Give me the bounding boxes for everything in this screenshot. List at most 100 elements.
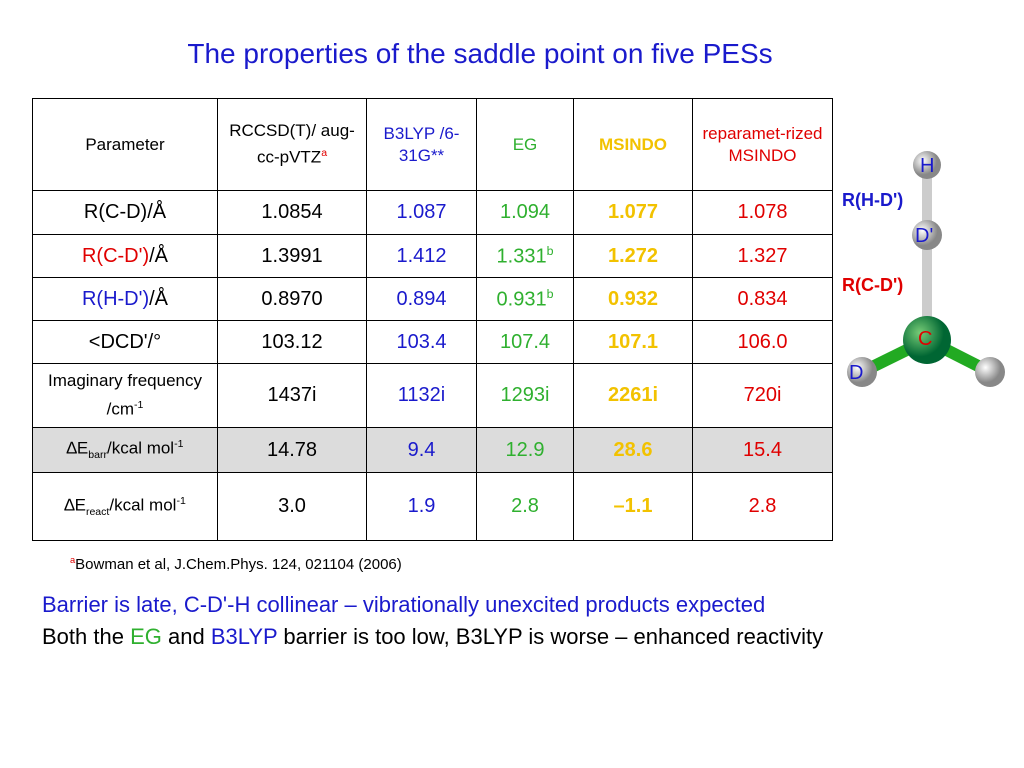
text-run: –1.1 bbox=[613, 495, 653, 517]
text-run: Parameter bbox=[85, 134, 165, 154]
label-cell: R(H-D')/Å bbox=[32, 277, 218, 321]
row: R(C-D)/Å 1.0854 1.087 1.094 1.077 1.078 bbox=[32, 190, 833, 235]
text-run: /Å bbox=[149, 287, 169, 310]
bullet: Both the EG and B3LYP barrier is too low… bbox=[42, 624, 823, 650]
label-cell: ∆Ebarr/kcal mol-1 bbox=[32, 427, 218, 473]
text-run: Barrier is late, C-D'-H collinear – vibr… bbox=[42, 592, 766, 617]
header-cell: EG bbox=[476, 98, 574, 191]
label-cell: R(C-D)/Å bbox=[32, 190, 218, 235]
text-run: 1132i bbox=[397, 384, 446, 406]
value-cell: 2.8 bbox=[692, 472, 833, 541]
value-cell: 720i bbox=[692, 363, 833, 428]
text-run: 1.078 bbox=[737, 201, 788, 223]
text-run: B3LYP bbox=[210, 624, 278, 649]
text-run: 1.3991 bbox=[261, 244, 323, 267]
value-cell: 15.4 bbox=[692, 427, 833, 473]
label-cell: Imaginary frequency /cm-1 bbox=[32, 363, 218, 428]
text-run: RCCSD(T)/ aug-cc-pVTZ bbox=[229, 121, 355, 167]
text-run: B3LYP /6-31G** bbox=[383, 123, 460, 165]
value-cell: 1.272 bbox=[573, 234, 693, 278]
atom bbox=[847, 357, 877, 387]
text-run: Both the bbox=[42, 624, 131, 649]
bullet: Barrier is late, C-D'-H collinear – vibr… bbox=[42, 592, 765, 618]
text-run: 1.327 bbox=[737, 244, 788, 267]
row: ∆Ebarr/kcal mol-1 14.78 9.4 12.9 28.6 15.4 bbox=[32, 427, 833, 473]
text-run: 106.0 bbox=[737, 330, 788, 353]
text-run: EG bbox=[130, 624, 162, 649]
text-run: ∆E bbox=[66, 439, 89, 459]
text-run: 1.0854 bbox=[261, 201, 323, 223]
value-cell: 3.0 bbox=[217, 472, 367, 541]
text-run: ∆E bbox=[64, 495, 86, 515]
row: ∆Ereact/kcal mol-1 3.0 1.9 2.8 –1.1 2.8 bbox=[32, 472, 833, 541]
atom bbox=[903, 316, 951, 364]
row: R(H-D')/Å 0.8970 0.894 0.931b 0.932 0.834 bbox=[32, 277, 833, 321]
text-run: <DCD'/° bbox=[88, 330, 162, 353]
text-run: 107.4 bbox=[499, 330, 551, 353]
text-run: 1.087 bbox=[396, 201, 447, 223]
atom-label: D' bbox=[915, 225, 933, 247]
header-cell: B3LYP /6-31G** bbox=[366, 98, 477, 191]
text-run: EG bbox=[512, 134, 538, 154]
text-run: 2261i bbox=[607, 384, 659, 406]
text-run: 103.12 bbox=[261, 330, 323, 353]
text-run: 107.1 bbox=[607, 330, 659, 353]
text-run: 15.4 bbox=[743, 438, 782, 461]
header-cell: Parameter bbox=[32, 98, 218, 191]
text-run: react bbox=[85, 506, 110, 519]
text-run: /kcal mol bbox=[109, 495, 177, 515]
value-cell: 1.9 bbox=[366, 472, 477, 541]
value-cell: 0.8970 bbox=[217, 277, 367, 321]
text-run: reparamet-rized MSINDO bbox=[702, 123, 823, 165]
atom bbox=[913, 151, 941, 179]
label-cell: ∆Ereact/kcal mol-1 bbox=[32, 472, 218, 541]
value-cell: 1.087 bbox=[366, 190, 477, 235]
text-run: 1.331 bbox=[496, 245, 547, 268]
value-cell: 12.9 bbox=[476, 427, 574, 473]
value-cell: 1.412 bbox=[366, 234, 477, 278]
bonds bbox=[859, 170, 993, 378]
text-run: -1 bbox=[176, 494, 186, 507]
text-run: b bbox=[546, 243, 554, 258]
value-cell: 1.0854 bbox=[217, 190, 367, 235]
text-run: Bowman et al, J.Chem.Phys. 124, 021104 (… bbox=[75, 556, 402, 573]
value-cell: 0.834 bbox=[692, 277, 833, 321]
text-run: Imaginary frequency /cm bbox=[47, 371, 203, 419]
text-run: -1 bbox=[174, 438, 184, 451]
text-run: barr bbox=[88, 449, 108, 462]
distance-label: R(C-D') bbox=[842, 275, 903, 295]
text-run: b bbox=[546, 286, 554, 301]
value-cell: 1.078 bbox=[692, 190, 833, 235]
label-cell: R(C-D')/Å bbox=[32, 234, 218, 278]
header-cell: MSINDO bbox=[573, 98, 693, 191]
header-cell: reparamet-rized MSINDO bbox=[692, 98, 833, 191]
text-run: 1293i bbox=[500, 384, 550, 406]
text-run: 0.834 bbox=[737, 287, 788, 310]
text-run: 1.272 bbox=[607, 244, 659, 267]
value-cell: 1132i bbox=[366, 363, 477, 428]
value-cell: 103.4 bbox=[366, 320, 477, 364]
value-cell: 1.3991 bbox=[217, 234, 367, 278]
text-run: barrier is too low, B3LYP is worse – enh… bbox=[277, 624, 824, 649]
title: The properties of the saddle point on fi… bbox=[187, 38, 773, 69]
text-run: /Å bbox=[149, 244, 169, 267]
text-run: 0.932 bbox=[607, 287, 659, 310]
text-run: 0.894 bbox=[396, 287, 447, 310]
value-cell: 0.931b bbox=[476, 277, 574, 321]
atom-label: D bbox=[849, 362, 863, 384]
value-cell: 1.094 bbox=[476, 190, 574, 235]
text-run: 1.412 bbox=[396, 244, 447, 267]
atom bbox=[912, 220, 942, 250]
text-run: 12.9 bbox=[505, 438, 545, 461]
value-cell: 107.4 bbox=[476, 320, 574, 364]
text-run: a bbox=[70, 555, 76, 565]
value-cell: 2261i bbox=[573, 363, 693, 428]
text-run: 3.0 bbox=[278, 495, 306, 517]
value-cell: 1.331b bbox=[476, 234, 574, 278]
text-run: 103.4 bbox=[396, 330, 447, 353]
label-cell: <DCD'/° bbox=[32, 320, 218, 364]
value-cell: 107.1 bbox=[573, 320, 693, 364]
row: Imaginary frequency /cm-1 1437i 1132i 1293i… bbox=[32, 363, 833, 428]
text-run: 0.8970 bbox=[261, 287, 323, 310]
